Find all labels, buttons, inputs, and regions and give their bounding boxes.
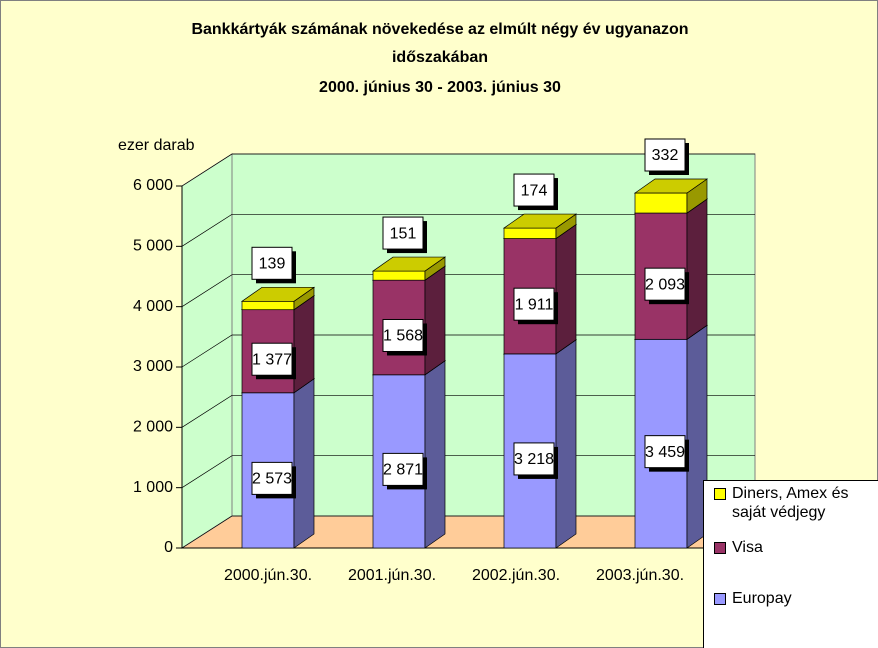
chart-title: 2000. június 30 - 2003. június 30 [319,79,561,96]
data-label: 3 459 [645,444,685,461]
legend-item: Europay [714,589,878,608]
legend-swatch [714,542,726,554]
bar-front [372,270,426,281]
label-box [513,442,555,476]
bar-side [424,265,446,376]
bar-side [686,198,708,340]
legend: Diners, Amex és saját védjegy Visa Europay [703,480,878,648]
data-label: 2 871 [383,462,423,479]
y-axis-label: ezer darab [118,137,195,154]
grid-line [181,213,755,247]
bar-segment [502,213,578,240]
x-tick-label: 2001.jún.30. [348,567,436,584]
grid-line [181,334,755,368]
label-box [251,246,293,280]
legend-item: Visa [714,538,878,557]
label-box [382,452,424,486]
grid-line [181,455,755,488]
bar-top [240,286,316,302]
label-box [251,342,293,376]
y-tick-label: 3 000 [133,358,173,375]
bar-side [293,295,315,394]
data-label: 2 093 [645,276,685,293]
y-tick-label: 5 000 [133,238,173,255]
bar-side [555,339,577,549]
data-label: 1 568 [383,328,423,345]
chart-title: időszakában [392,49,488,66]
bar-top [502,213,578,229]
bar-front [241,300,295,311]
label-box [644,435,686,469]
grid-line [181,394,755,428]
y-tick-label: 6 000 [133,177,173,194]
bar-segment [371,256,447,281]
chart-title: Bankkártyák számának növekedése az elmúl… [191,21,688,38]
data-label: 174 [521,182,548,199]
data-label: 1 377 [252,351,292,368]
data-label: 151 [390,225,417,242]
x-tick-label: 2000.jún.30. [224,567,312,584]
label-box [513,287,555,321]
bar-segment [240,286,316,311]
label-box [644,267,686,301]
bar-top [633,178,709,194]
data-label: 1 911 [515,296,554,313]
legend-swatch [714,488,726,500]
bar-front [634,192,688,214]
legend-swatch [714,593,726,605]
bar-segment [633,178,709,214]
legend-label: Visa [732,539,763,556]
data-label: 2 573 [252,471,292,488]
grid-line [181,515,755,549]
data-label: 3 218 [514,451,554,468]
data-label: 332 [652,147,679,164]
bar-side [555,223,577,355]
label-box [382,216,424,250]
data-label: 139 [259,256,286,273]
grid-line [181,153,755,187]
legend-item: Diners, Amex és saját védjegy [714,484,878,522]
y-tick-label: 1 000 [133,479,173,496]
y-tick-label: 0 [164,539,173,556]
y-tick-label: 2 000 [133,419,173,436]
bar-side [293,378,315,549]
bar-top [371,256,447,272]
x-tick-label: 2002.jún.30. [472,567,560,584]
legend-label: Europay [732,590,792,607]
bar-side [424,360,446,549]
label-box [513,173,555,207]
legend-label: Diners, Amex és saját védjegy [732,485,849,521]
grid-line [181,274,755,307]
x-tick-label: 2003.jún.30. [596,567,684,584]
y-tick-label: 4 000 [133,298,173,315]
bar-front [503,227,557,239]
label-box [251,461,293,495]
label-box [644,138,686,172]
label-box [382,318,424,352]
